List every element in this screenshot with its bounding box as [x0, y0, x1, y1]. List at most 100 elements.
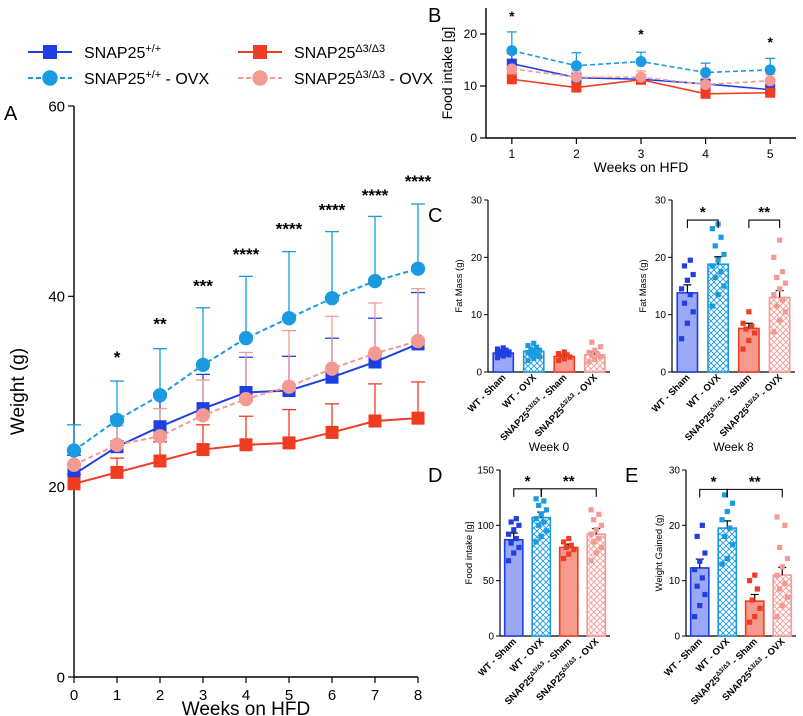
data-point-wt — [694, 583, 700, 589]
data-point-mut_ovx — [784, 594, 791, 600]
series-line-wt_ovx — [73, 267, 419, 452]
data-point-wt_ovx — [109, 412, 125, 428]
data-point-wt_ovx — [506, 45, 518, 57]
legend: SNAP25+/+ SNAP25+/+ - OVX SNAP25Δ3/Δ3 SNAP2… — [28, 43, 433, 88]
data-point-wt_ovx — [719, 517, 725, 523]
data-point-wt_ovx — [538, 533, 544, 539]
data-point-mut_ovx — [764, 75, 776, 87]
x-tick-label: 2 — [573, 147, 580, 161]
data-point-mut_ovx — [592, 347, 598, 353]
data-point-mut_ovx — [281, 379, 297, 394]
data-point-mut_ovx — [589, 339, 595, 345]
y-tick-label: 30 — [471, 196, 483, 207]
y-tick-label: 0 — [660, 368, 666, 379]
y-tick-label: 10 — [464, 79, 478, 93]
x-axis-title: Weeks on HFD — [594, 159, 689, 175]
data-point-mut_ovx — [586, 359, 592, 365]
data-point-wt_ovx — [195, 357, 211, 373]
data-point-wt — [687, 292, 693, 298]
data-point-wt_ovx — [541, 498, 547, 504]
data-point-mut — [558, 353, 564, 359]
panel-letter-b: B — [428, 5, 441, 27]
data-point-mut — [196, 443, 210, 457]
y-axis-title: Fat Mass (g) — [638, 259, 649, 312]
y-tick-label: 20 — [669, 521, 681, 532]
data-point-mut_ovx — [596, 536, 602, 542]
data-point-mut_ovx — [784, 555, 791, 562]
panel-letter-e: E — [625, 465, 638, 487]
y-axis-title: Fat Mass (g) — [454, 259, 465, 312]
data-point-wt_ovx — [709, 263, 715, 269]
y-tick-label: 10 — [471, 310, 483, 321]
x-tick-label: 0 — [70, 687, 78, 704]
data-point-mut — [571, 547, 577, 553]
data-point-wt_ovx — [541, 519, 547, 525]
data-point-wt — [494, 355, 501, 361]
data-point-mut — [568, 542, 574, 548]
x-tick-label: 8 — [414, 687, 422, 704]
data-point-wt_ovx — [410, 261, 426, 276]
significance-label: ** — [153, 315, 167, 334]
y-tick-label: 100 — [477, 521, 494, 532]
legend-marker-wt — [43, 45, 57, 59]
data-point-mut_ovx — [588, 558, 594, 564]
data-point-mut_ovx — [771, 329, 777, 335]
data-point-mut — [282, 436, 296, 450]
data-point-wt — [503, 351, 509, 357]
data-point-mut_ovx — [367, 346, 383, 361]
data-point-mut — [555, 357, 562, 364]
data-point-mut — [563, 544, 569, 551]
data-point-wt — [697, 558, 703, 564]
data-point-mut_ovx — [777, 317, 783, 323]
y-tick-label: 30 — [669, 466, 681, 477]
data-point-wt_ovx — [724, 508, 730, 515]
data-point-wt_ovx — [531, 355, 537, 361]
data-point-wt — [697, 602, 703, 609]
data-point-wt_ovx — [722, 533, 728, 539]
x-tick-label: 7 — [371, 687, 379, 704]
y-axis-title: Weight Gained (g) — [654, 515, 665, 592]
legend-marker-wt_ovx — [42, 70, 58, 86]
data-point-mut_ovx — [774, 303, 780, 309]
data-point-mut_ovx — [777, 544, 783, 551]
data-point-wt — [681, 263, 688, 269]
data-point-mut — [239, 438, 253, 452]
data-point-mut — [752, 330, 758, 336]
data-point-wt — [500, 349, 506, 356]
panel-caption: Week 0 — [529, 440, 570, 454]
x-axis-title: Weeks on HFD — [182, 699, 310, 716]
data-point-wt_ovx — [536, 347, 543, 353]
data-point-wt — [513, 516, 519, 522]
bar-wt — [676, 292, 699, 373]
y-tick-label: 60 — [48, 98, 65, 115]
x-tick-label: 1 — [508, 147, 515, 161]
data-point-mut_ovx — [782, 280, 789, 286]
data-point-mut — [566, 536, 572, 542]
data-point-mut_ovx — [152, 429, 168, 444]
data-point-mut_ovx — [774, 274, 780, 280]
y-tick-label: 20 — [464, 27, 478, 41]
data-point-mut_ovx — [779, 602, 785, 609]
y-tick-label: 30 — [655, 196, 667, 207]
data-point-mut_ovx — [593, 550, 599, 556]
data-point-wt_ovx — [238, 331, 254, 346]
data-point-wt_ovx — [538, 511, 544, 517]
significance-label: * — [525, 473, 531, 490]
data-point-mut — [560, 539, 567, 545]
data-point-wt — [687, 257, 693, 263]
data-point-mut — [746, 309, 752, 315]
data-point-mut_ovx — [238, 391, 254, 407]
data-point-wt_ovx — [718, 234, 724, 240]
data-point-mut — [746, 578, 753, 584]
data-point-mut_ovx — [589, 352, 595, 358]
significance-label: **** — [319, 200, 346, 219]
data-point-wt — [690, 309, 696, 315]
data-point-mut_ovx — [779, 269, 786, 275]
data-point-wt — [503, 347, 509, 353]
data-point-mut_ovx — [588, 531, 594, 537]
data-point-wt_ovx — [712, 243, 718, 249]
data-point-mut_ovx — [782, 522, 788, 528]
